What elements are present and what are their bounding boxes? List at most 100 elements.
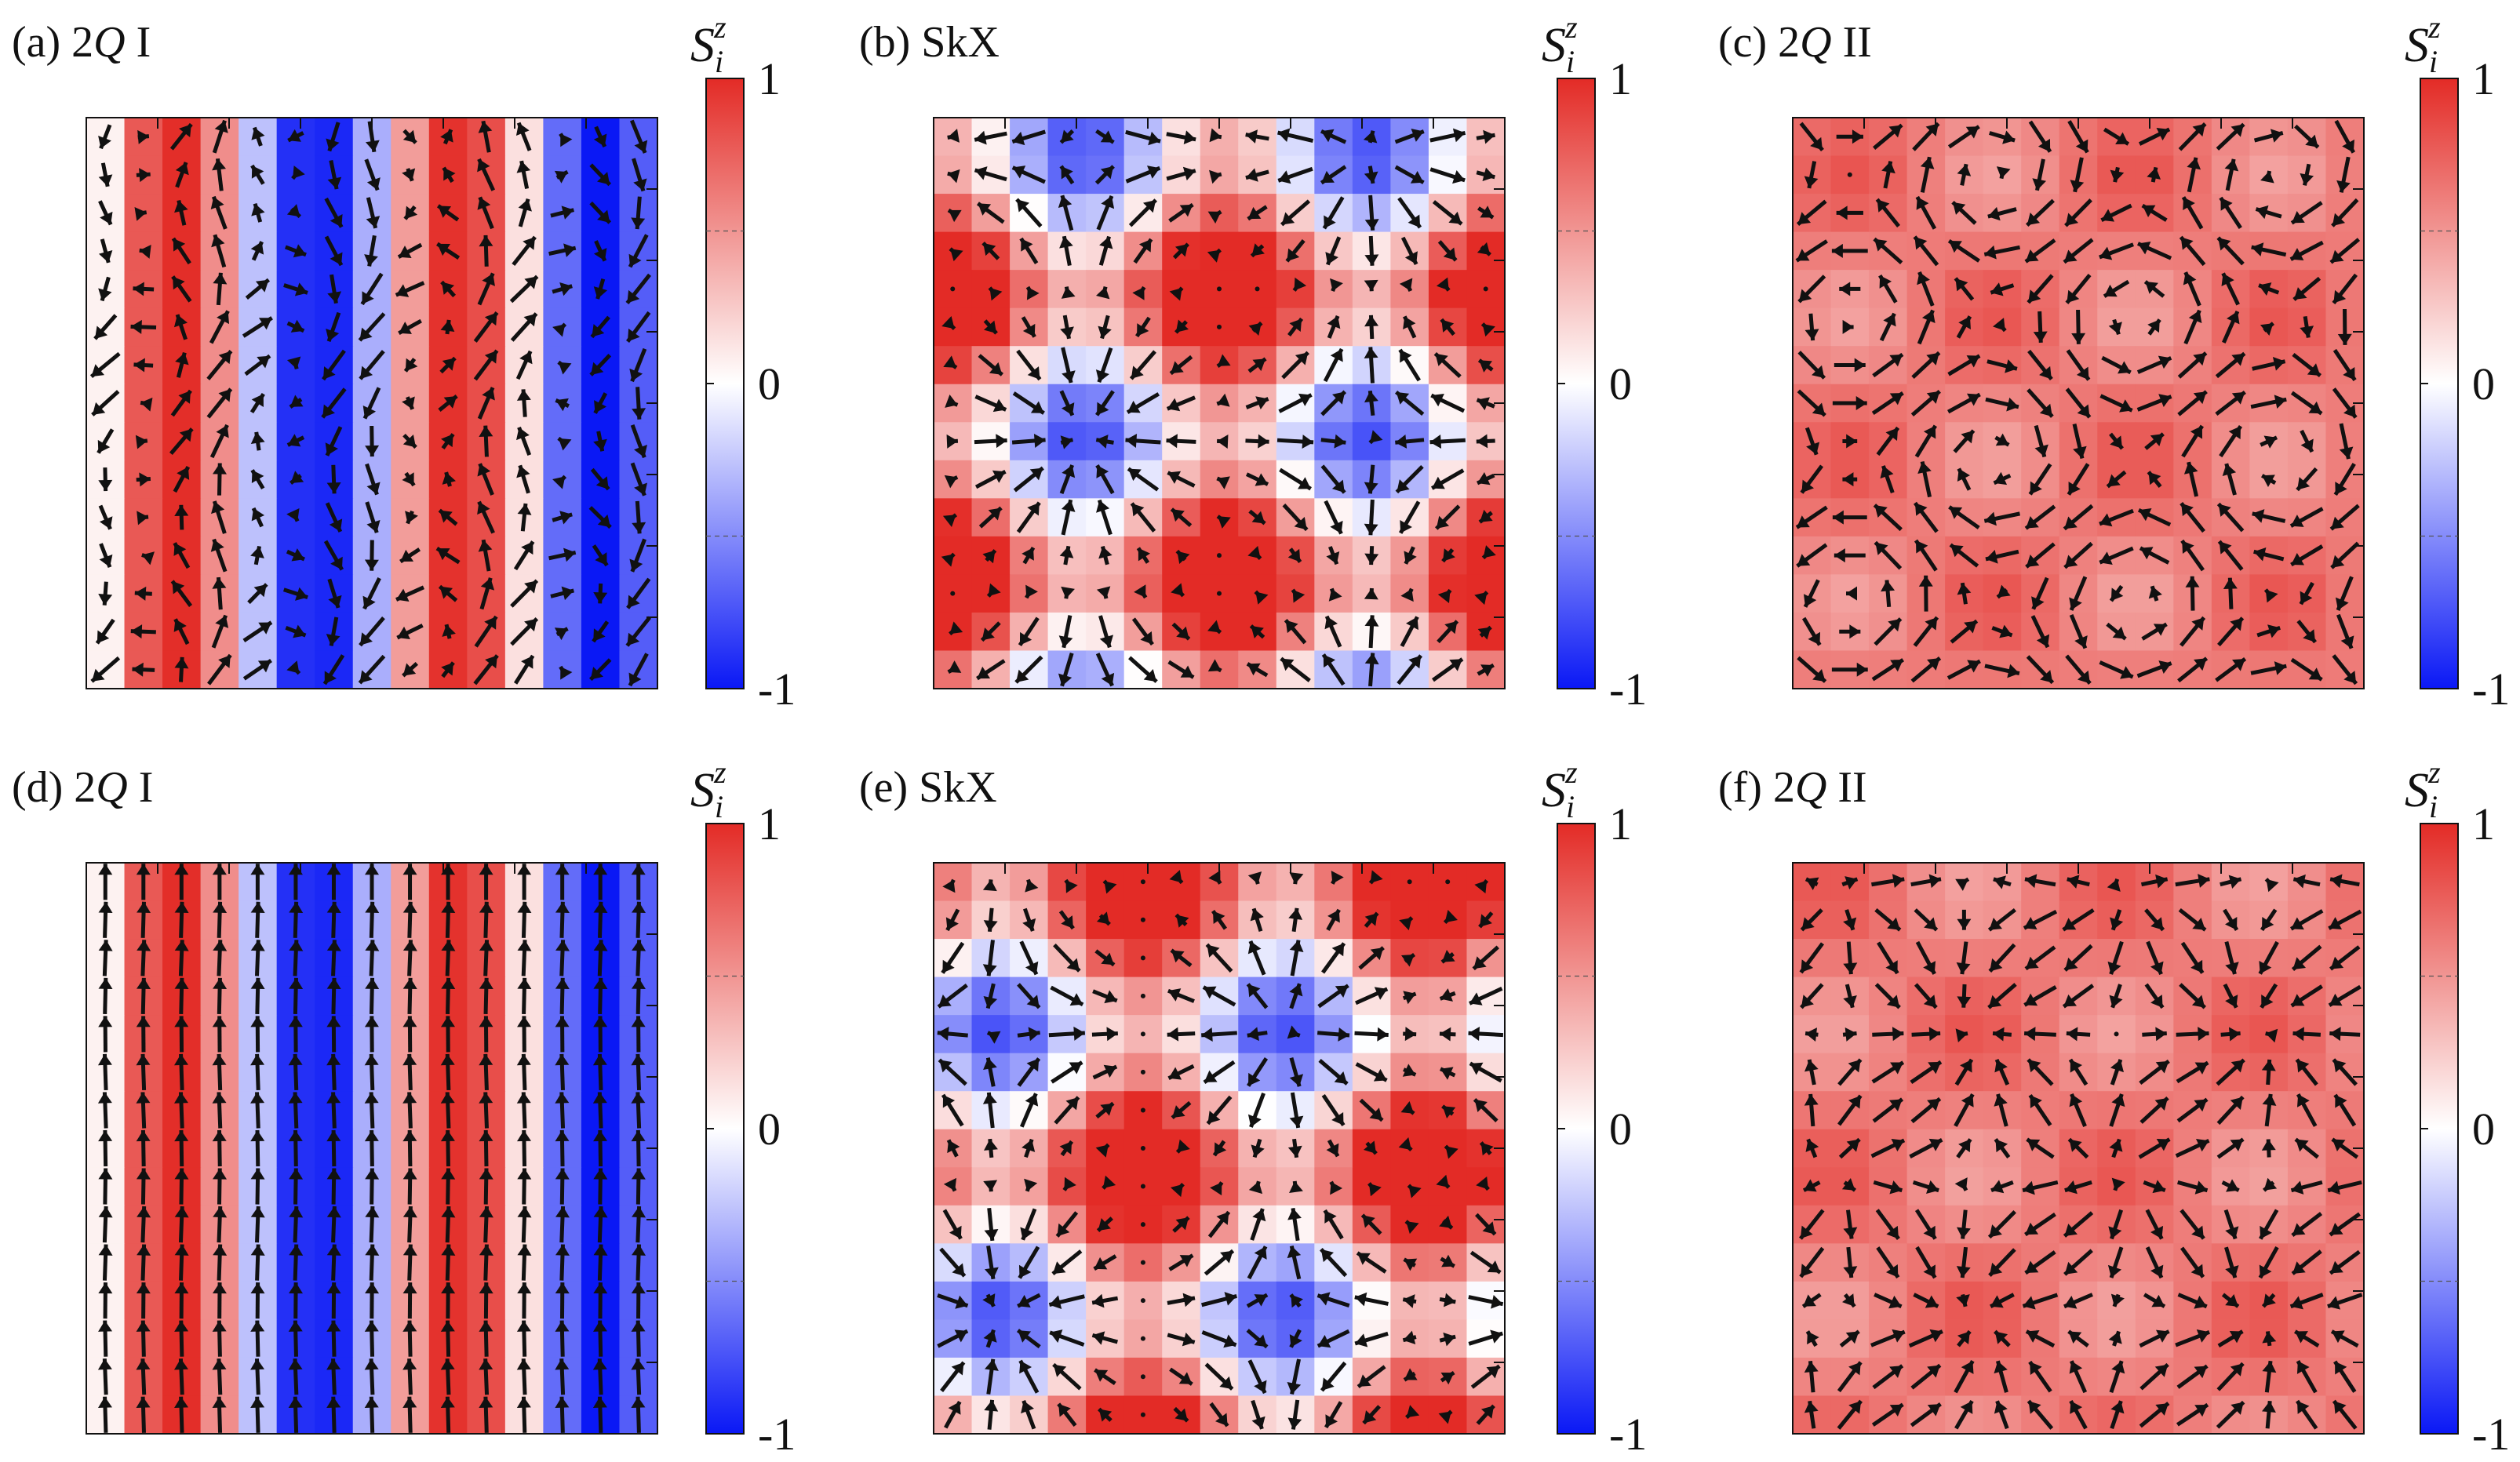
spin-arrow — [439, 356, 457, 374]
spin-arrow — [515, 122, 532, 151]
spin-arrow — [588, 506, 612, 529]
spin-arrow — [513, 540, 535, 571]
spin-arrow — [438, 395, 458, 412]
colorbar-tick-label: -1 — [2472, 1409, 2510, 1460]
spin-arrow — [477, 463, 494, 496]
spin-arrow — [175, 352, 189, 378]
spin-arrow — [242, 316, 273, 338]
spin-arrow — [327, 274, 342, 304]
spin-arrow — [170, 389, 192, 417]
spin-arrow — [324, 235, 344, 267]
spin-arrow — [326, 311, 341, 343]
spin-arrow — [516, 427, 532, 456]
spin-arrow — [98, 200, 113, 226]
spin-arrow — [473, 349, 499, 381]
spin-arrow — [359, 350, 385, 380]
spin-arrow — [517, 503, 532, 532]
spin-arrow — [628, 234, 649, 268]
spin-arrow — [440, 129, 453, 145]
spin-arrow — [174, 199, 188, 226]
spin-arrow — [98, 276, 112, 302]
panel-label: (f) 2Q II — [1718, 763, 1867, 812]
spin-arrow — [477, 272, 495, 306]
spin-arrow — [364, 158, 381, 191]
spin-arrow — [133, 358, 154, 373]
colorbar-tick-label: 1 — [2472, 798, 2495, 849]
spin-arrow — [250, 241, 264, 261]
spin-arrow — [477, 196, 494, 230]
spin-arrow — [516, 389, 531, 417]
spin-arrow — [286, 204, 302, 219]
spin-arrow — [629, 347, 647, 383]
spin-arrow — [322, 349, 346, 381]
spin-arrow — [362, 387, 381, 420]
spin-arrow — [509, 275, 539, 304]
spin-arrow — [99, 543, 113, 569]
spin-arrow — [631, 196, 646, 230]
spin-arrow — [552, 475, 567, 489]
spin-arrow — [286, 548, 305, 562]
spin-arrow — [552, 282, 573, 296]
spin-arrow — [169, 122, 193, 151]
spin-arrow — [593, 278, 608, 300]
spin-arrow — [135, 435, 148, 449]
colorbar-title: Siz — [2405, 755, 2441, 824]
spin-arrow — [365, 425, 380, 457]
spin-arrow — [324, 197, 344, 228]
colorbar-tick-label: 0 — [2472, 1104, 2495, 1155]
spin-arrow — [550, 205, 574, 220]
spin-arrow — [398, 318, 422, 335]
spin-arrow — [441, 433, 455, 449]
spin-arrow — [555, 398, 570, 412]
spin-arrow — [213, 272, 228, 306]
spin-arrow — [171, 275, 192, 303]
spin-arrow — [479, 425, 493, 457]
spin-arrow — [479, 235, 493, 267]
spin-arrow — [171, 237, 191, 265]
spin-arrow — [402, 396, 415, 410]
spin-arrow — [510, 312, 538, 342]
spin-arrow — [548, 547, 577, 562]
spin-arrow — [283, 282, 308, 296]
spin-arrow — [358, 312, 386, 342]
spin-arrow — [212, 463, 227, 496]
spin-arrow — [477, 158, 495, 191]
spin-arrow — [93, 314, 118, 340]
spin-arrow — [402, 129, 417, 144]
spin-arrow — [245, 278, 271, 300]
spin-arrows — [89, 119, 652, 687]
spin-arrow — [250, 469, 265, 490]
spin-arrow — [326, 464, 341, 494]
spin-arrow — [173, 314, 188, 340]
spin-arrow — [286, 434, 305, 447]
spin-arrow — [286, 508, 300, 522]
spin-arrow — [206, 350, 233, 380]
spin-arrow — [134, 207, 147, 221]
spin-arrow — [557, 436, 572, 451]
spin-arrow — [210, 500, 227, 534]
spin-arrow — [593, 431, 607, 452]
spin-arrow — [435, 547, 461, 565]
spin-arrow — [284, 244, 307, 258]
spin-arrow — [98, 504, 113, 530]
spin-arrow — [323, 540, 344, 571]
spin-arrow — [593, 240, 607, 262]
spin-arrow — [170, 580, 193, 607]
spin-arrow — [175, 162, 189, 188]
spin-arrow — [593, 125, 607, 147]
spin-arrow — [210, 538, 228, 573]
spin-arrow — [440, 280, 456, 298]
spin-arrow — [321, 387, 347, 419]
spin-arrow — [251, 126, 265, 147]
spin-arrow — [629, 538, 646, 573]
spin-arrow — [286, 356, 301, 370]
spin-arrow — [365, 121, 380, 153]
spin-arrow — [402, 168, 416, 182]
spin-arrow — [137, 129, 150, 144]
spin-arrow — [136, 472, 151, 487]
spin-arrow — [326, 122, 340, 152]
spin-arrow — [206, 387, 233, 419]
spin-arrow — [365, 463, 381, 496]
